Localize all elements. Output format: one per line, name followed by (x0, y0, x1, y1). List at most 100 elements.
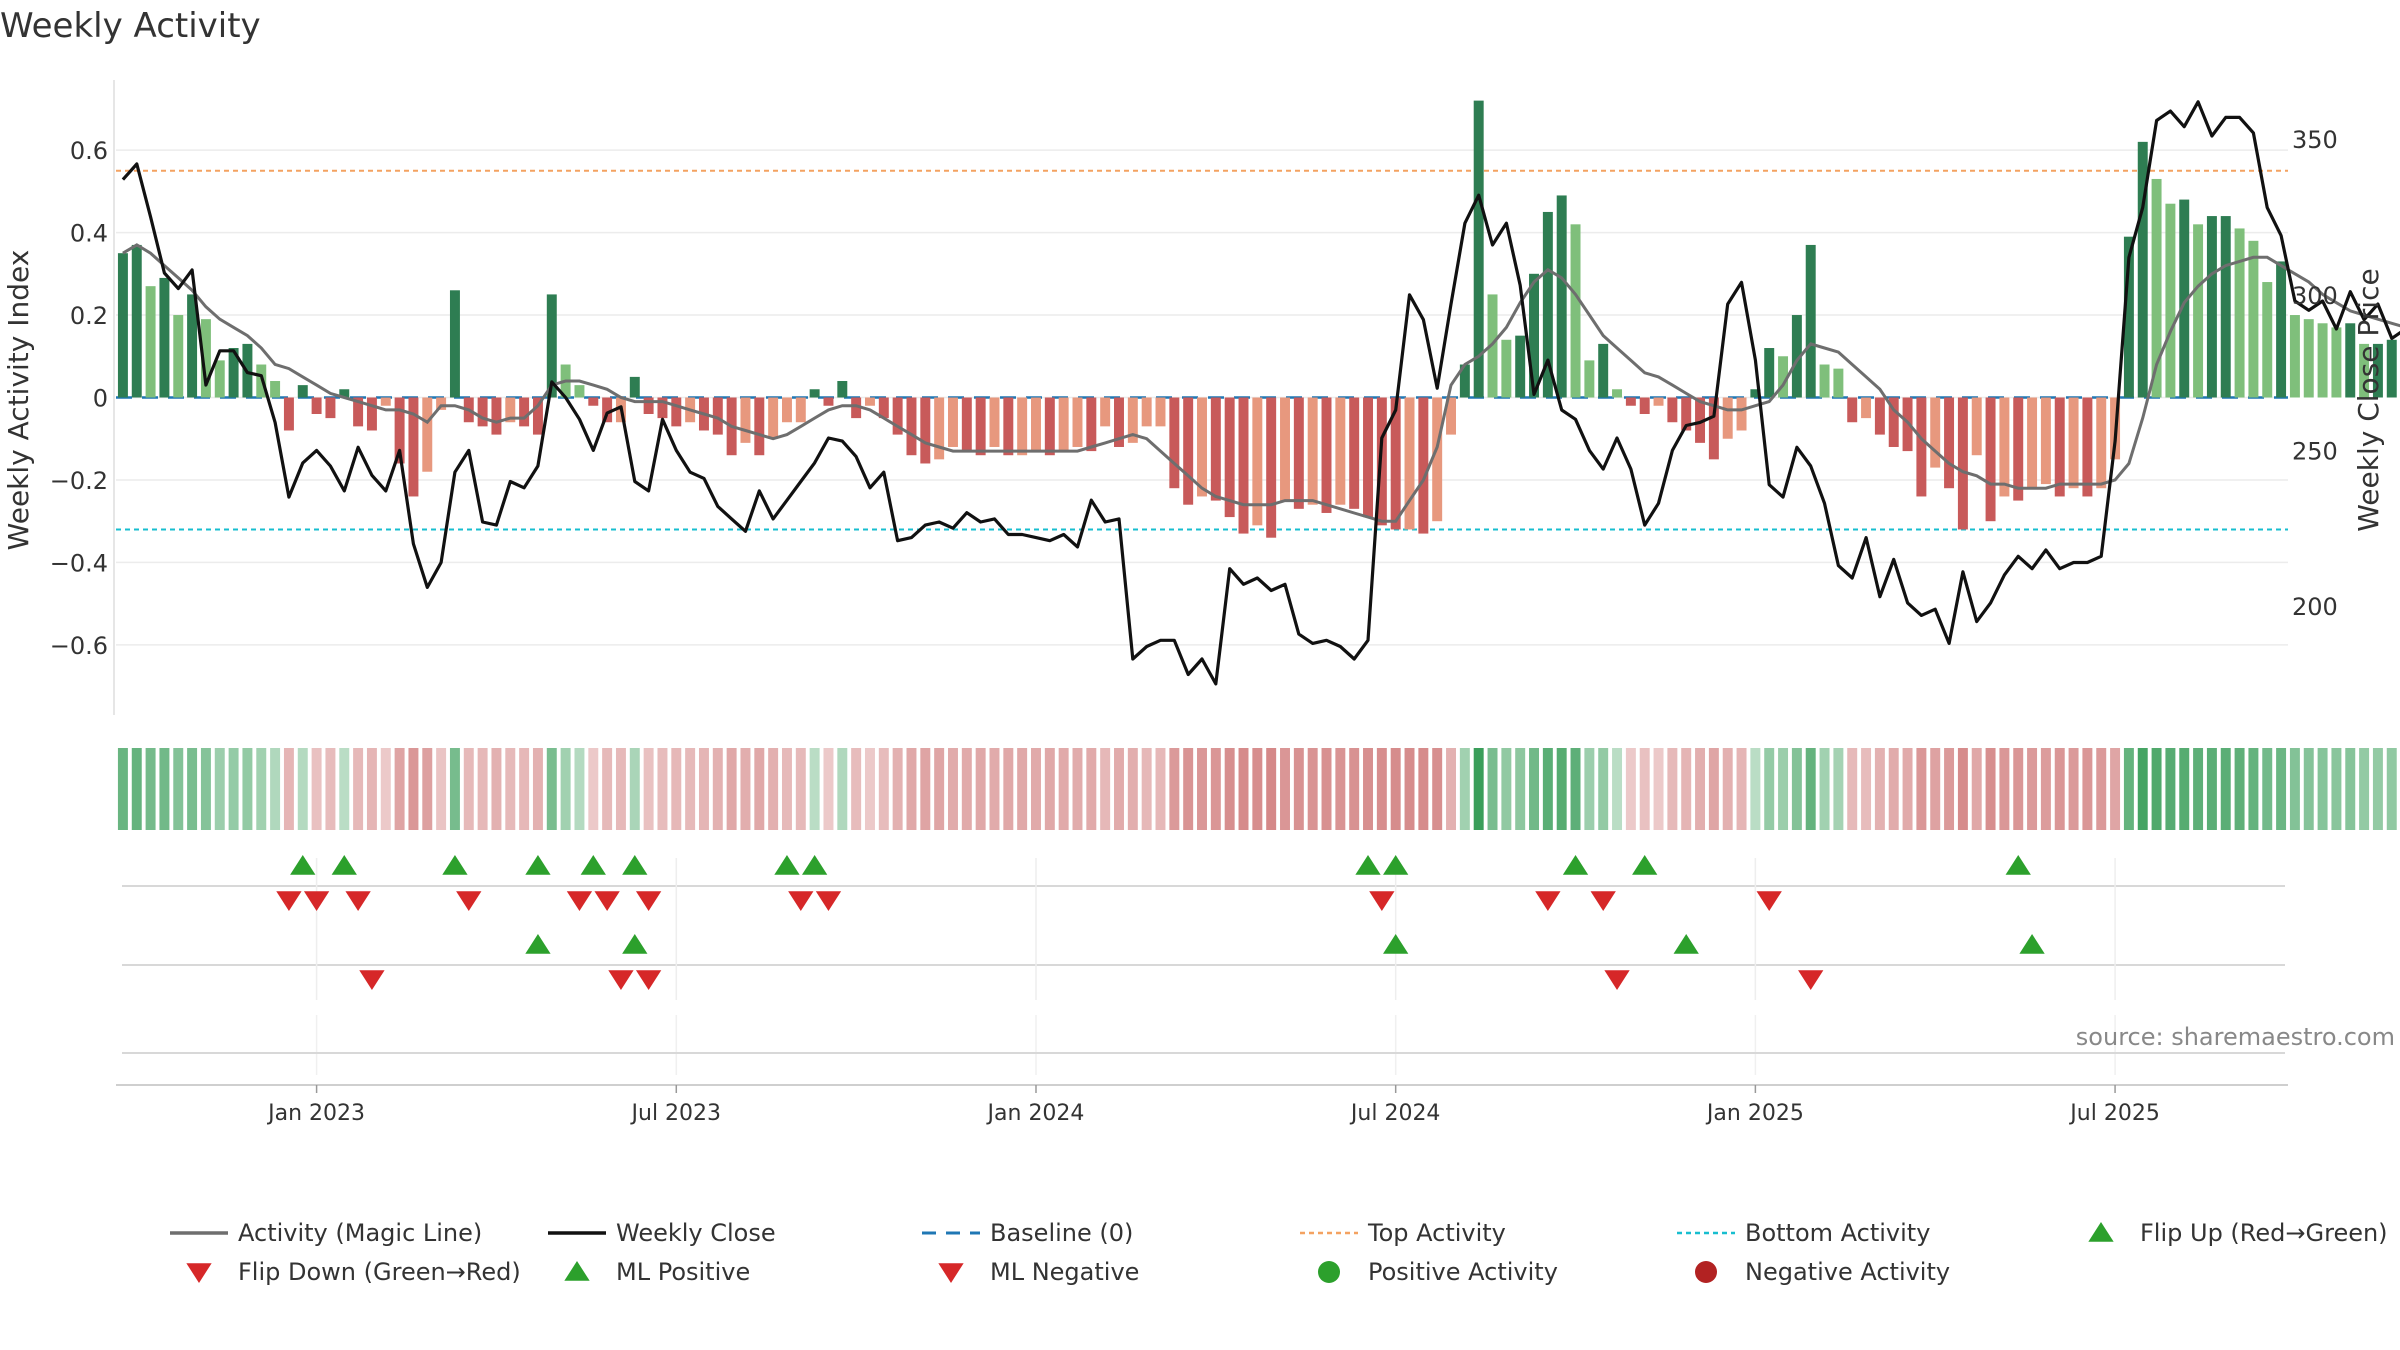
magic-line-series (122, 243, 2400, 523)
heat-cell (1957, 748, 1968, 830)
heat-cell (1944, 748, 1955, 830)
activity-bar (1390, 397, 1401, 530)
heat-cell (1210, 748, 1221, 830)
activity-bar (989, 397, 1000, 447)
activity-bar (1819, 364, 1830, 398)
heat-cell (934, 748, 945, 830)
activity-bar (795, 397, 806, 423)
activity-bar (2276, 261, 2287, 398)
ml-positive-marker (1673, 934, 1699, 954)
heat-cell (2193, 748, 2204, 830)
heat-cell (173, 748, 184, 830)
activity-bar (2068, 397, 2079, 489)
activity-bar (1169, 397, 1180, 489)
activity-bar (1459, 364, 1470, 398)
x-tick-label: Jul 2025 (2068, 1101, 2160, 1126)
heat-cell (491, 748, 502, 830)
source-credit: source: sharemaestro.com (2076, 1023, 2395, 1051)
y-tick-left-label: 0.2 (70, 302, 108, 330)
heat-cell (2137, 748, 2148, 830)
activity-bar (546, 294, 557, 398)
activity-bar (920, 397, 931, 464)
activity-bar (1667, 397, 1678, 423)
activity-bar (2234, 228, 2245, 398)
activity-bar (2137, 141, 2148, 398)
heat-cell (1971, 748, 1982, 830)
heat-cell (1003, 748, 1014, 830)
activity-bar (1487, 294, 1498, 398)
heat-cell (2386, 748, 2397, 830)
legend-label: Baseline (0) (990, 1219, 1133, 1247)
heat-cell (1598, 748, 1609, 830)
activity-bar (906, 397, 917, 456)
legend-swatch-circle (1318, 1261, 1340, 1283)
activity-bar (477, 397, 488, 427)
heat-cell (1833, 748, 1844, 830)
heat-cell (339, 748, 350, 830)
activity-bar (2054, 397, 2065, 497)
flip-up-marker (331, 855, 357, 875)
activity-bar (2345, 323, 2356, 398)
activity-bar (1044, 397, 1055, 456)
flip-up-marker (290, 855, 316, 875)
ml-negative-marker (635, 970, 662, 990)
y-tick-left-label: −0.4 (50, 549, 108, 577)
heat-cell (1155, 748, 1166, 830)
activity-bar (2040, 397, 2051, 485)
activity-bar (2027, 397, 2038, 489)
heat-cell (519, 748, 530, 830)
heat-cell (449, 748, 460, 830)
heat-cell (1874, 748, 1885, 830)
heat-cell (768, 748, 779, 830)
flip-up-marker (801, 855, 828, 875)
heat-cell (1127, 748, 1138, 830)
heat-cell (1861, 748, 1872, 830)
heat-cell (1930, 748, 1941, 830)
heat-cell (989, 748, 1000, 830)
heat-cell (657, 748, 668, 830)
activity-bar (961, 397, 972, 452)
activity-bar (1722, 397, 1733, 439)
heat-cell (2013, 748, 2024, 830)
ml-positive-marker (1383, 934, 1409, 954)
heat-cell (726, 748, 737, 830)
heat-cell (1321, 748, 1332, 830)
activity-bar (1100, 397, 1111, 427)
heat-cell (408, 748, 419, 830)
activity-bar (283, 397, 294, 431)
heat-cell (740, 748, 751, 830)
heat-cell (1349, 748, 1360, 830)
heat-cell (809, 748, 820, 830)
heat-cell (1667, 748, 1678, 830)
activity-bar (1252, 397, 1263, 526)
activity-bar (1999, 397, 2010, 497)
heat-cell (2234, 748, 2245, 830)
activity-bar (1847, 397, 1858, 423)
ml-negative-marker (608, 970, 634, 990)
activity-bar (1363, 397, 1373, 518)
activity-bar (2289, 315, 2300, 398)
heat-cell (878, 748, 889, 830)
gridlines (116, 149, 2288, 1075)
activity-bar (2386, 339, 2397, 398)
legend-label: Flip Down (Green→Red) (238, 1258, 521, 1286)
heat-cell (629, 748, 640, 830)
heat-cell (975, 748, 986, 830)
x-tick-label: Jan 2023 (266, 1101, 365, 1126)
heat-cell (1653, 748, 1664, 830)
activity-bar (311, 397, 322, 414)
legend-swatch-triangle-down (186, 1263, 212, 1283)
activity-bar (1791, 315, 1802, 398)
heat-cell (2082, 748, 2093, 830)
activity-bar (588, 397, 599, 406)
activity-bar (781, 397, 792, 423)
flip-up-marker (1355, 855, 1381, 875)
legend-swatch-triangle-down (938, 1263, 964, 1283)
heat-cell (394, 748, 405, 830)
legend-label: Activity (Magic Line) (238, 1219, 482, 1247)
heat-cell (1999, 748, 2010, 830)
heat-cell (837, 748, 848, 830)
activity-bar (1639, 397, 1650, 414)
heat-cell (1805, 748, 1816, 830)
